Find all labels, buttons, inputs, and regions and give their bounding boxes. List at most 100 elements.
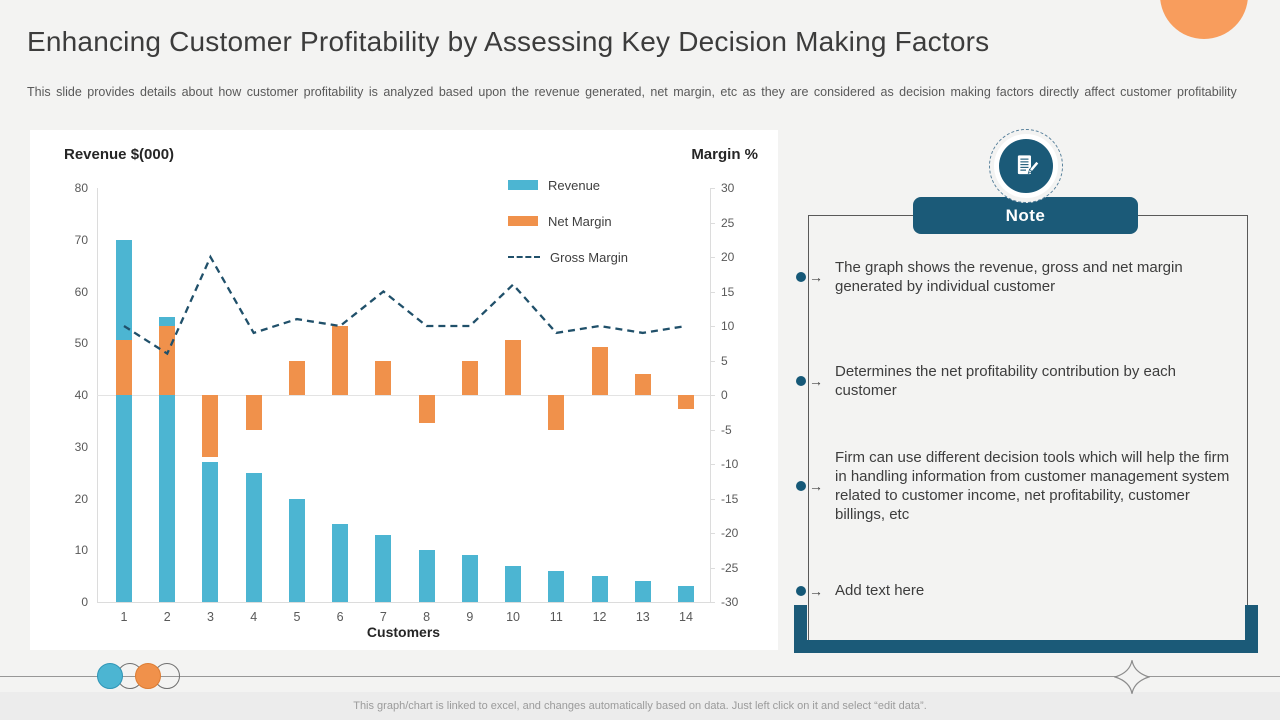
- left-axis-tick-label: 30: [74, 439, 88, 454]
- net-margin-bar: [202, 395, 219, 458]
- right-axis-tick-label: 20: [721, 250, 735, 264]
- note-header: Note: [913, 197, 1138, 234]
- right-axis-tick-mark: [710, 464, 715, 465]
- legend-item: Revenue: [508, 175, 628, 195]
- legend-item: Net Margin: [508, 211, 628, 231]
- net-margin-bar: [678, 395, 694, 409]
- left-axis-tick-label: 0: [81, 595, 88, 609]
- x-axis-category-label: 12: [592, 610, 607, 624]
- footer-note: This graph/chart is linked to excel, and…: [353, 700, 927, 712]
- left-axis-title: Revenue $(000): [64, 146, 175, 163]
- x-axis-category-label: 6: [336, 610, 344, 624]
- x-axis-category-label: 14: [679, 610, 693, 624]
- sparkle-icon: [1113, 659, 1151, 700]
- revenue-bar: [505, 565, 522, 602]
- note-bullet-item: → Firm can use different decision tools w…: [796, 448, 1248, 524]
- x-axis-category-label: 8: [423, 610, 431, 624]
- orange-circle-icon: [135, 663, 161, 689]
- bullet-dot-icon: [796, 376, 806, 386]
- bullet-arrow-icon: →: [809, 373, 823, 389]
- x-axis-title: Customers: [366, 624, 441, 640]
- right-axis-tick-mark: [710, 498, 715, 500]
- right-axis-tick-mark: [710, 533, 715, 534]
- right-axis-tick-label: 5: [721, 353, 728, 368]
- net-margin-bar: [159, 326, 176, 395]
- net-margin-bar: [591, 346, 608, 395]
- bullet-text: Add text here: [835, 582, 925, 599]
- net-margin-bar: [375, 360, 392, 395]
- memo-pencil-icon: [999, 139, 1053, 193]
- right-axis-tick-label: 0: [721, 388, 728, 402]
- net-margin-bar: [116, 339, 132, 395]
- bullet-dot-icon: [796, 585, 806, 596]
- note-icon-white-ring: [994, 134, 1058, 198]
- revenue-bar: [288, 498, 305, 602]
- footer-divider-line: [0, 676, 1280, 677]
- right-axis-tick-label: -5: [721, 422, 732, 437]
- legend-label: Revenue: [548, 177, 601, 193]
- x-axis-category-label: 1: [120, 610, 128, 624]
- revenue-bar: [678, 586, 694, 602]
- net-margin-bar: [548, 395, 565, 430]
- zero-margin-gridline: [97, 395, 710, 396]
- revenue-bar: [591, 576, 608, 602]
- right-axis-tick-mark: [710, 291, 715, 293]
- bullet-text: Determines the net profitability contrib…: [835, 363, 1177, 399]
- right-axis-tick-label: 25: [721, 215, 735, 230]
- right-axis-tick-label: -15: [721, 491, 739, 506]
- chart-plot-area: 80 70 60 50 40 30 20 10 0 30 25 20 15 10 5 0 -5 -10 -15 -20…: [30, 130, 778, 650]
- legend-swatch-revenue: [508, 180, 538, 190]
- left-axis-tick-label: 50: [74, 336, 88, 351]
- revenue-bar: [332, 524, 349, 602]
- net-margin-bar: [245, 395, 262, 430]
- right-axis-tick-label: -25: [721, 560, 739, 575]
- net-margin-bar: [461, 360, 478, 395]
- revenue-bar: [634, 581, 651, 602]
- x-axis-category-label: 7: [379, 610, 387, 624]
- net-margin-bar: [288, 360, 305, 395]
- x-axis-category-label: 2: [163, 610, 171, 624]
- x-axis-category-label: 11: [549, 610, 563, 624]
- right-axis-tick-mark: [710, 188, 715, 189]
- left-axis-tick-label: 60: [74, 284, 88, 299]
- bullet-arrow-icon: →: [809, 269, 823, 285]
- x-axis-category-label: 4: [250, 610, 258, 624]
- right-axis-tick-mark: [710, 429, 715, 431]
- right-axis-tick-label: 10: [721, 319, 735, 333]
- chart-panel[interactable]: Revenue $(000) Margin % Revenue Net Margi…: [30, 130, 778, 650]
- note-box-bottom-frame: [794, 605, 1258, 653]
- left-axis-tick-label: 70: [74, 232, 88, 247]
- right-axis-tick-mark: [710, 567, 715, 569]
- x-axis-baseline: [97, 602, 710, 603]
- x-axis-category-label: 9: [466, 610, 474, 624]
- bullet-text: The graph shows the revenue, gross and n…: [835, 259, 1183, 295]
- left-axis-tick-label: 10: [74, 543, 88, 558]
- x-axis-category-label: 5: [293, 610, 301, 624]
- revenue-bar: [116, 239, 132, 602]
- x-axis-category-label: 13: [635, 610, 650, 624]
- right-axis-tick-mark: [710, 257, 715, 258]
- bullet-arrow-icon: →: [809, 478, 823, 494]
- footer-strip: This graph/chart is linked to excel, and…: [0, 692, 1280, 720]
- x-axis-category-label: 3: [206, 610, 214, 624]
- bullet-arrow-icon: →: [809, 582, 823, 599]
- note-bullet-item: → The graph shows the revenue, gross and …: [796, 258, 1248, 296]
- left-axis-tick-label: 20: [74, 491, 88, 506]
- net-margin-bar: [418, 395, 435, 423]
- page-title: Enhancing Customer Profitability by Asse…: [27, 26, 990, 57]
- right-axis-tick-label: 15: [721, 284, 735, 299]
- bullet-text: Firm can use different decision tools wh…: [835, 449, 1230, 523]
- net-margin-bar: [634, 374, 651, 395]
- right-axis-tick-mark: [710, 395, 715, 396]
- right-axis-tick-mark: [710, 602, 715, 603]
- slide-subtitle: This slide provides details about how cu…: [27, 85, 1237, 99]
- right-axis-tick-label: 30: [721, 181, 735, 195]
- revenue-bar: [418, 550, 435, 602]
- note-bullet-item: → Add text here: [796, 581, 1248, 600]
- right-axis-tick-mark: [710, 222, 715, 224]
- blue-circle-icon: [97, 663, 123, 689]
- revenue-bar: [245, 472, 262, 602]
- right-axis-tick-mark: [710, 360, 715, 362]
- left-axis-tick-label: 40: [74, 388, 88, 402]
